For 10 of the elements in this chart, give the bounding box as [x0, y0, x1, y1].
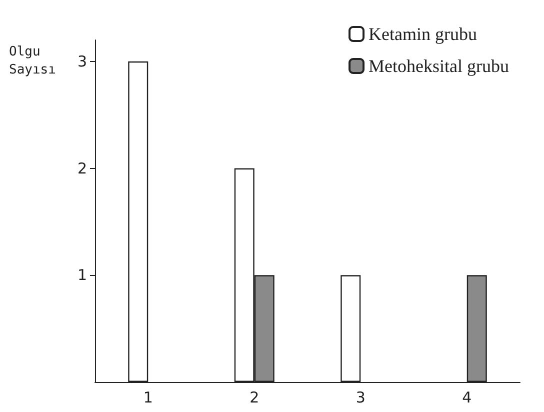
y-axis-title: Olgu Sayısı	[9, 44, 56, 78]
x-tick-label: 4	[462, 388, 472, 406]
x-tick-label: 1	[143, 388, 153, 406]
y-tick-label: 2	[77, 159, 87, 178]
y-tick-label: 3	[77, 52, 87, 70]
x-tick-label: 2	[250, 388, 260, 406]
legend-label: Metoheksital grubu	[368, 56, 510, 76]
legend-label: Ketamin grubu	[368, 24, 478, 44]
x-tick-label: 3	[356, 388, 366, 406]
y-tick-label: 1	[77, 266, 87, 284]
